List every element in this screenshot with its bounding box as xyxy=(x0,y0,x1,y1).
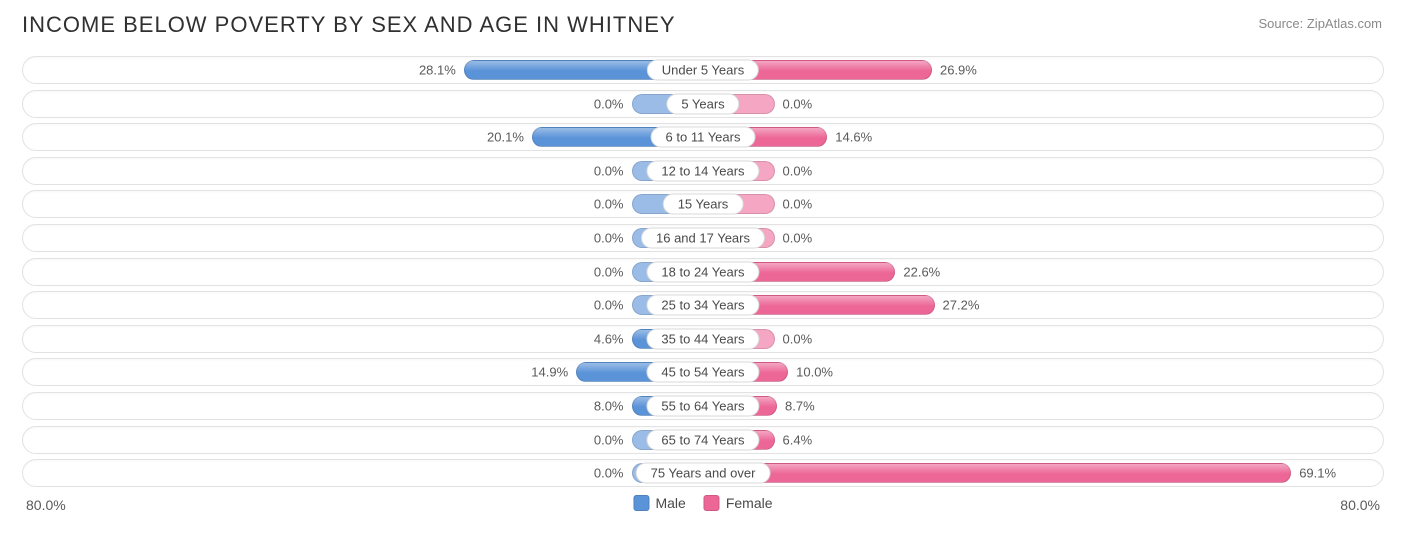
value-label-male: 0.0% xyxy=(594,96,624,111)
chart-title: INCOME BELOW POVERTY BY SEX AND AGE IN W… xyxy=(22,12,1384,38)
chart-container: INCOME BELOW POVERTY BY SEX AND AGE IN W… xyxy=(0,0,1406,558)
axis-row: 80.0% Male Female 80.0% xyxy=(22,493,1384,519)
category-label: 6 to 11 Years xyxy=(651,127,756,148)
value-label-male: 0.0% xyxy=(594,264,624,279)
chart-row: 0.0% 22.6% 18 to 24 Years xyxy=(22,258,1384,286)
chart-row: 4.6% 0.0% 35 to 44 Years xyxy=(22,325,1384,353)
chart-row: 8.0% 8.7% 55 to 64 Years xyxy=(22,392,1384,420)
value-label-female: 0.0% xyxy=(783,96,813,111)
legend-item-female: Female xyxy=(704,495,773,511)
category-label: 45 to 54 Years xyxy=(646,362,759,383)
legend-label-female: Female xyxy=(726,495,773,511)
legend-item-male: Male xyxy=(633,495,685,511)
value-label-male: 0.0% xyxy=(594,230,624,245)
legend-swatch-male xyxy=(633,495,649,511)
chart-row: 0.0% 6.4% 65 to 74 Years xyxy=(22,426,1384,454)
category-label: 12 to 14 Years xyxy=(646,160,759,181)
chart-row: 20.1% 14.6% 6 to 11 Years xyxy=(22,123,1384,151)
category-label: 16 and 17 Years xyxy=(641,227,765,248)
chart-row: 0.0% 0.0% 12 to 14 Years xyxy=(22,157,1384,185)
axis-max-left: 80.0% xyxy=(26,497,66,513)
value-label-male: 20.1% xyxy=(487,130,524,145)
value-label-female: 8.7% xyxy=(785,398,815,413)
bar-female xyxy=(703,463,1291,483)
category-label: 18 to 24 Years xyxy=(646,261,759,282)
category-label: 65 to 74 Years xyxy=(646,429,759,450)
legend-label-male: Male xyxy=(655,495,685,511)
value-label-female: 27.2% xyxy=(943,298,980,313)
value-label-female: 0.0% xyxy=(783,230,813,245)
chart-row: 28.1% 26.9% Under 5 Years xyxy=(22,56,1384,84)
value-label-female: 69.1% xyxy=(1299,466,1336,481)
value-label-male: 8.0% xyxy=(594,398,624,413)
value-label-male: 0.0% xyxy=(594,197,624,212)
category-label: Under 5 Years xyxy=(647,60,759,81)
value-label-male: 0.0% xyxy=(594,466,624,481)
chart-row: 0.0% 27.2% 25 to 34 Years xyxy=(22,291,1384,319)
diverging-bar-chart: 28.1% 26.9% Under 5 Years 0.0% 0.0% 5 Years 20… xyxy=(22,56,1384,487)
chart-row: 0.0% 69.1% 75 Years and over xyxy=(22,459,1384,487)
legend: Male Female xyxy=(633,495,772,511)
category-label: 55 to 64 Years xyxy=(646,395,759,416)
value-label-female: 22.6% xyxy=(903,264,940,279)
value-label-female: 6.4% xyxy=(783,432,813,447)
value-label-female: 0.0% xyxy=(783,163,813,178)
value-label-male: 28.1% xyxy=(419,63,456,78)
value-label-male: 0.0% xyxy=(594,298,624,313)
category-label: 35 to 44 Years xyxy=(646,328,759,349)
value-label-female: 0.0% xyxy=(783,197,813,212)
value-label-male: 4.6% xyxy=(594,331,624,346)
chart-row: 14.9% 10.0% 45 to 54 Years xyxy=(22,358,1384,386)
value-label-male: 0.0% xyxy=(594,432,624,447)
category-label: 15 Years xyxy=(663,194,744,215)
axis-max-right: 80.0% xyxy=(1340,497,1380,513)
value-label-female: 14.6% xyxy=(835,130,872,145)
source-attribution: Source: ZipAtlas.com xyxy=(1258,16,1382,31)
legend-swatch-female xyxy=(704,495,720,511)
chart-row: 0.0% 0.0% 5 Years xyxy=(22,90,1384,118)
value-label-female: 26.9% xyxy=(940,63,977,78)
chart-row: 0.0% 0.0% 15 Years xyxy=(22,190,1384,218)
value-label-female: 0.0% xyxy=(783,331,813,346)
chart-row: 0.0% 0.0% 16 and 17 Years xyxy=(22,224,1384,252)
value-label-male: 14.9% xyxy=(531,365,568,380)
category-label: 25 to 34 Years xyxy=(646,295,759,316)
value-label-female: 10.0% xyxy=(796,365,833,380)
category-label: 5 Years xyxy=(666,93,739,114)
category-label: 75 Years and over xyxy=(636,463,771,484)
value-label-male: 0.0% xyxy=(594,163,624,178)
